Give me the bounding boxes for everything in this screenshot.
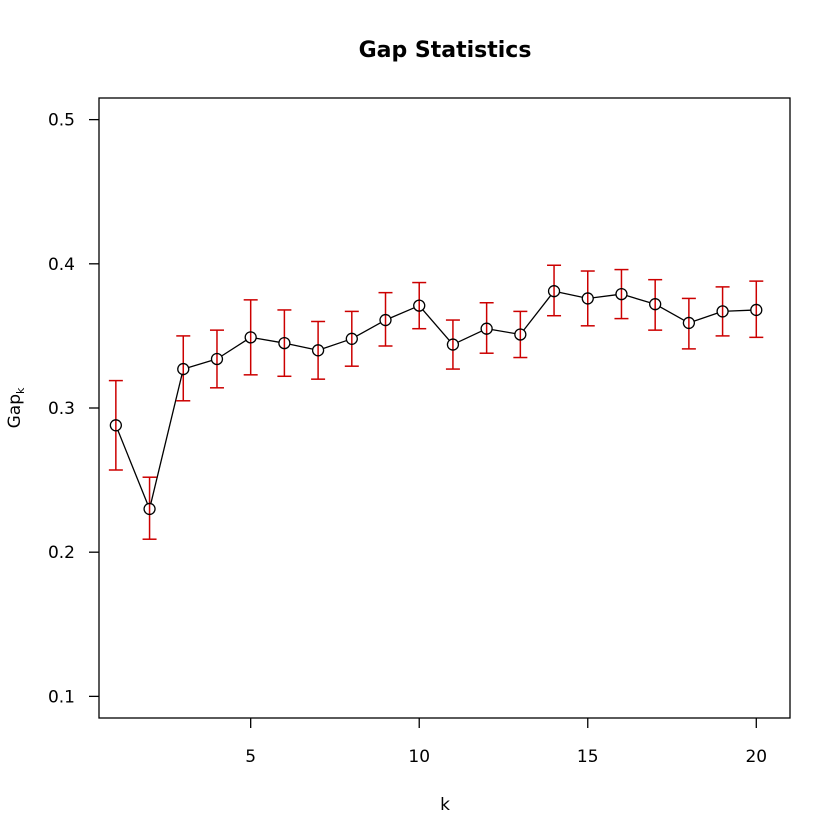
x-tick-label: 20 xyxy=(745,747,767,767)
data-point xyxy=(109,419,123,432)
series-line-segment xyxy=(457,330,482,343)
series-line-segment xyxy=(150,374,183,504)
data-point xyxy=(244,331,257,344)
series-line-group xyxy=(117,291,751,505)
data-point xyxy=(278,336,291,350)
data-point xyxy=(446,338,460,351)
data-point xyxy=(750,303,763,317)
data-point xyxy=(413,299,426,312)
data-point xyxy=(649,298,662,311)
series-line-segment xyxy=(693,312,718,322)
x-axis-label: k xyxy=(440,795,450,815)
data-point xyxy=(480,322,493,335)
x-tick-label: 5 xyxy=(245,747,256,767)
y-axis: 0.1 0.2 0.3 0.4 0.5 xyxy=(48,111,99,707)
data-point xyxy=(177,362,190,376)
series-line-segment xyxy=(289,343,313,350)
x-axis: 5 10 15 20 xyxy=(245,718,767,767)
data-point xyxy=(682,316,696,330)
series-line-segment xyxy=(626,295,651,304)
series-line-segment xyxy=(221,339,247,357)
y-axis-label-main: Gap xyxy=(5,394,25,428)
y-axis-label: Gapk xyxy=(5,387,27,428)
series-line-segment xyxy=(422,309,450,341)
errorbar-group xyxy=(108,264,764,540)
y-tick-label: 0.1 xyxy=(48,687,75,707)
y-tick-label: 0.3 xyxy=(48,399,75,419)
series-line-segment xyxy=(559,291,583,298)
plot-frame xyxy=(98,97,791,719)
data-point xyxy=(514,328,527,341)
data-point xyxy=(379,313,392,327)
point-group xyxy=(109,285,763,516)
series-line-segment xyxy=(390,307,415,319)
x-tick-label: 10 xyxy=(408,747,430,767)
y-tick-label: 0.4 xyxy=(48,255,75,275)
data-point xyxy=(615,287,628,301)
y-axis-label-subscript: k xyxy=(14,387,27,394)
x-tick-label: 15 xyxy=(577,747,599,767)
series-line-segment xyxy=(323,339,347,350)
data-point xyxy=(311,344,325,357)
chart-title: Gap Statistics xyxy=(359,38,532,63)
series-line-segment xyxy=(593,294,617,299)
series-line-segment xyxy=(356,322,382,337)
y-tick-label: 0.2 xyxy=(48,543,75,563)
series-line-segment xyxy=(523,295,552,331)
data-point xyxy=(547,285,561,298)
data-point xyxy=(581,292,594,305)
data-point xyxy=(210,352,224,366)
data-point xyxy=(143,502,156,516)
series-line-segment xyxy=(255,337,280,343)
data-point xyxy=(345,332,358,345)
series-line-segment xyxy=(117,430,149,505)
y-tick-label: 0.5 xyxy=(48,111,75,131)
series-line-segment xyxy=(659,306,685,321)
data-point xyxy=(716,305,729,318)
series-line-segment xyxy=(188,359,212,369)
series-line-segment xyxy=(491,328,516,335)
series-line-segment xyxy=(728,309,751,312)
